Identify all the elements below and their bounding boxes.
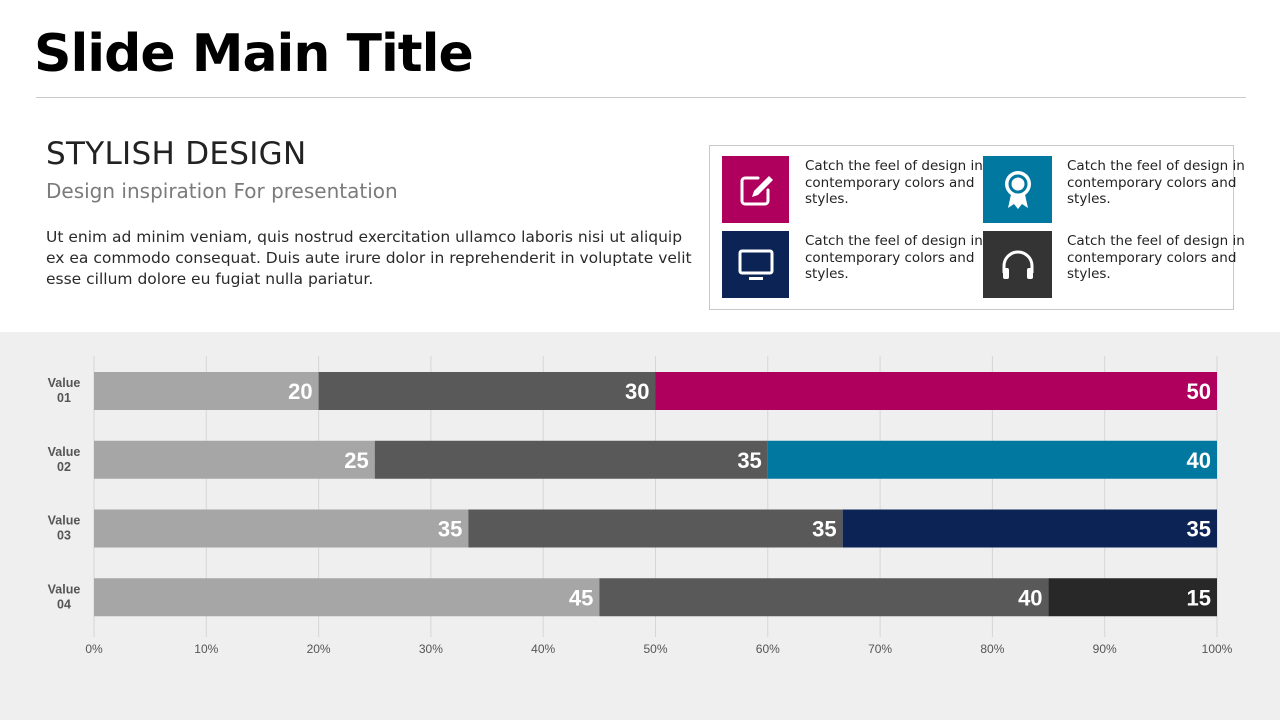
x-tick-label: 0% [85, 642, 103, 656]
x-tick-label: 50% [643, 642, 667, 656]
feature-text-4: Catch the feel of design in contemporary… [1067, 233, 1245, 282]
feature-text-1: Catch the feel of design in contemporary… [805, 158, 983, 207]
chart-panel: 0% 10% 20% 30% 40% 50% 60% 70% 80% 90% 100% Value 01… [0, 332, 1280, 720]
headphones-icon [1002, 250, 1033, 279]
data-label: 35 [737, 448, 761, 473]
bar-segment [318, 372, 656, 410]
bar-segment [468, 509, 843, 548]
bar-segment [767, 440, 1217, 479]
bar-segment [1048, 578, 1217, 617]
x-tick-label: 100% [1202, 642, 1233, 656]
data-label: 15 [1187, 585, 1211, 610]
title-divider [36, 97, 1246, 98]
category-label: Value 02 [48, 445, 81, 474]
x-tick-label: 70% [868, 642, 892, 656]
x-tick-label: 80% [980, 642, 1004, 656]
x-tick-label: 60% [756, 642, 780, 656]
stacked-bar-chart: 0% 10% 20% 30% 40% 50% 60% 70% 80% 90% 100% Value 01… [48, 356, 1233, 656]
data-label: 35 [812, 517, 836, 542]
category-label: Value 01 [48, 376, 81, 405]
data-label: 45 [569, 585, 593, 610]
section-subheading: Design inspiration For presentation [46, 179, 398, 203]
feature-item-3: Catch the feel of design in contemporary… [722, 231, 983, 298]
feature-tile-4 [983, 231, 1052, 298]
feature-tile-1 [722, 156, 789, 223]
category-label: Value 03 [48, 514, 81, 543]
bar-segment [599, 578, 1049, 617]
data-label: 20 [288, 379, 312, 404]
x-tick-label: 10% [194, 642, 218, 656]
feature-text-3: Catch the feel of design in contemporary… [805, 233, 983, 282]
feature-item-1: Catch the feel of design in contemporary… [722, 156, 983, 223]
feature-item-2: Catch the feel of design in contemporary… [983, 156, 1245, 223]
award-icon [1004, 170, 1031, 209]
bar-segment [655, 372, 1217, 410]
data-label: 30 [625, 379, 649, 404]
x-tick-label: 30% [419, 642, 443, 656]
category-label: Value 04 [48, 582, 81, 611]
x-tick-label: 90% [1093, 642, 1117, 656]
feature-tile-3 [722, 231, 789, 298]
bar-segment [94, 440, 375, 479]
feature-tile-2 [983, 156, 1052, 223]
section-heading: STYLISH DESIGN [46, 136, 307, 172]
monitor-icon [738, 249, 773, 280]
data-label: 40 [1187, 448, 1211, 473]
data-label: 40 [1018, 585, 1042, 610]
data-label: 35 [1187, 517, 1211, 542]
x-tick-label: 40% [531, 642, 555, 656]
feature-panel: Catch the feel of design in contemporary… [709, 145, 1245, 310]
body-paragraph: Ut enim ad minim veniam, quis nostrud ex… [46, 228, 692, 288]
data-label: 35 [438, 517, 462, 542]
bar-segment [94, 578, 600, 617]
slide-title: Slide Main Title [34, 24, 474, 84]
data-label: 25 [344, 448, 368, 473]
feature-item-4: Catch the feel of design in contemporary… [983, 231, 1245, 298]
bar-segment [374, 440, 768, 479]
bar-segment [842, 509, 1217, 548]
x-tick-label: 20% [307, 642, 331, 656]
edit-icon [740, 175, 773, 205]
bar-segment [94, 372, 319, 410]
bar-segment [94, 509, 469, 548]
feature-text-2: Catch the feel of design in contemporary… [1067, 158, 1245, 207]
data-label: 50 [1187, 379, 1211, 404]
